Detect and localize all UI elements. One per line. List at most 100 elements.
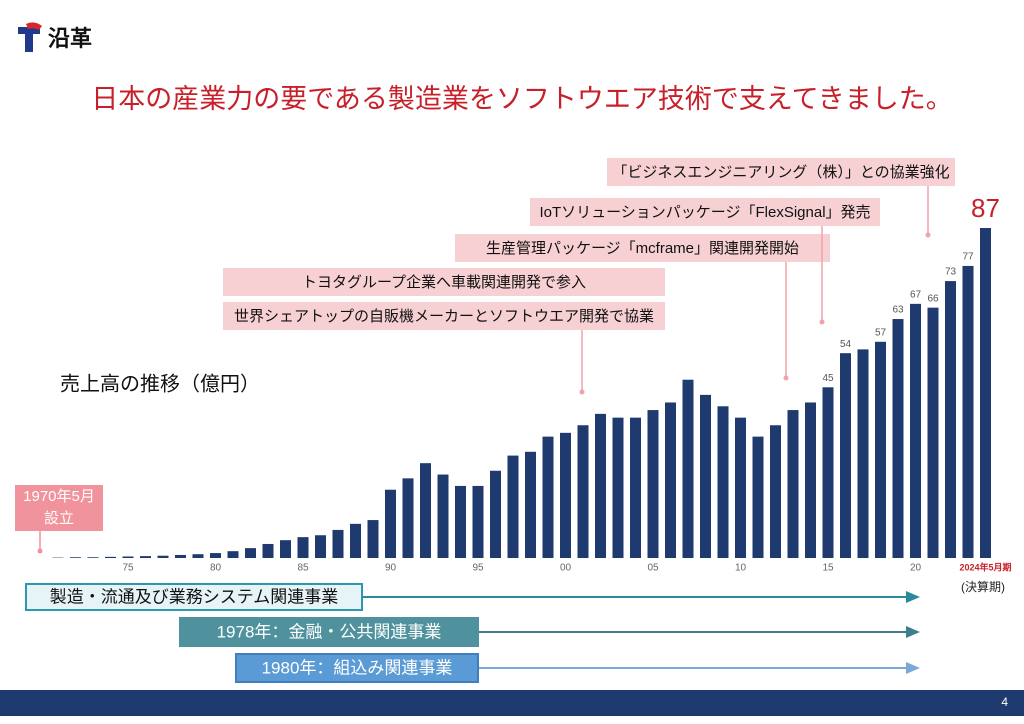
x-tick-label: 2024年5月期: [959, 561, 1011, 572]
x-tick-label: 95: [472, 563, 484, 574]
business-label: 製造・流通及び業務システム関連事業: [50, 587, 339, 606]
leader-dot: [579, 389, 585, 395]
value-label: 54: [840, 339, 852, 350]
logo: [18, 22, 42, 52]
bar: [787, 410, 799, 558]
x-tick-label: 15: [822, 563, 834, 574]
bar: [717, 406, 729, 558]
leader-dot: [819, 319, 825, 325]
bar: [980, 228, 991, 558]
x-tick-label: 75: [122, 563, 134, 574]
bar: [420, 463, 431, 558]
bar: [857, 349, 869, 558]
bar: [367, 520, 379, 558]
bar: [682, 379, 694, 558]
annotation: トヨタグループ企業へ車載関連開発で参入: [302, 273, 586, 291]
bar: [962, 265, 974, 558]
value-label: 63: [892, 305, 904, 316]
leader-dot: [925, 232, 931, 238]
bar: [822, 387, 834, 558]
x-tick-label: 10: [735, 563, 747, 574]
x-tick-label: 05: [647, 563, 659, 574]
value-label: 87: [971, 193, 1000, 223]
x-tick-label: 90: [385, 563, 397, 574]
bar: [927, 307, 939, 558]
bar: [560, 432, 571, 558]
annotation-box: [530, 198, 880, 226]
bar: [612, 417, 624, 558]
bar: [315, 535, 326, 558]
bar: [245, 548, 256, 558]
founding-box: [15, 485, 103, 531]
bar: [332, 529, 344, 558]
bar: [840, 353, 851, 558]
bar: [385, 489, 396, 558]
bar: [525, 451, 536, 558]
business-label: 1978年：金融・公共関連事業: [217, 622, 442, 641]
bar: [665, 402, 676, 558]
bar: [735, 417, 746, 558]
bar: [437, 474, 449, 558]
leader-dot: [783, 375, 789, 381]
bar: [297, 537, 309, 558]
business-label: 1980年：組込み関連事業: [262, 658, 453, 677]
bar: [105, 556, 116, 558]
bar: [210, 553, 221, 558]
bar: [910, 303, 921, 558]
arrow-head: [906, 662, 920, 674]
bar: [262, 543, 274, 558]
founding-label: 設立: [44, 510, 74, 527]
bar: [350, 523, 361, 558]
bar: [122, 556, 134, 558]
chart-title: 売上高の推移（億円）: [60, 372, 260, 395]
bar: [630, 417, 641, 558]
bar: [875, 341, 886, 558]
value-label: 77: [962, 252, 974, 263]
bar: [227, 551, 239, 558]
value-label: 45: [822, 373, 834, 384]
annotation: 世界シェアトップの自販機メーカーとソフトウエア開発で協業: [234, 308, 654, 325]
business-box: [25, 583, 363, 611]
bar: [700, 394, 711, 558]
bar: [140, 556, 151, 558]
arrow-head: [906, 591, 920, 603]
bar: [542, 436, 554, 558]
bar: [157, 555, 169, 558]
founding-label: 1970年5月: [23, 488, 95, 505]
bar: [945, 281, 956, 558]
bar: [577, 425, 589, 558]
bar: [192, 554, 204, 558]
x-tick-label: 20: [910, 563, 922, 574]
x-tick-label: 00: [560, 563, 572, 574]
leader-dot: [37, 548, 43, 554]
annotation-box: [607, 158, 955, 186]
bar: [595, 413, 606, 558]
bar: [805, 402, 816, 558]
bar: [455, 485, 466, 558]
value-label: 57: [875, 327, 887, 338]
annotation: 「ビジネスエンジニアリング（株）」との協業強化: [612, 164, 949, 181]
bar: [87, 557, 99, 558]
bar: [647, 410, 659, 558]
footer-bar: [0, 690, 1024, 716]
annotation: IoTソリューションパッケージ「FlexSignal」発売: [539, 204, 870, 221]
heading: 日本の産業力の要である製造業をソフトウエア技術で支えてきました。: [91, 84, 953, 114]
bar: [70, 557, 81, 558]
section-title: 沿革: [48, 26, 92, 51]
annotation-box: [223, 268, 665, 296]
bar: [175, 554, 186, 558]
x-axis-note: (決算期): [961, 579, 1005, 594]
bar: [280, 540, 291, 558]
annotation-box: [223, 302, 665, 330]
value-label: 66: [927, 293, 939, 304]
bar: [770, 425, 781, 558]
value-label: 73: [945, 267, 957, 278]
annotation: 生産管理パッケージ「mcframe」関連開発開始: [486, 240, 799, 257]
x-tick-label: 85: [297, 563, 309, 574]
x-tick-label: 80: [210, 563, 222, 574]
bar: [490, 470, 501, 558]
business-box: [179, 617, 479, 647]
page-number: 4: [1001, 695, 1008, 709]
bar: [402, 478, 414, 558]
